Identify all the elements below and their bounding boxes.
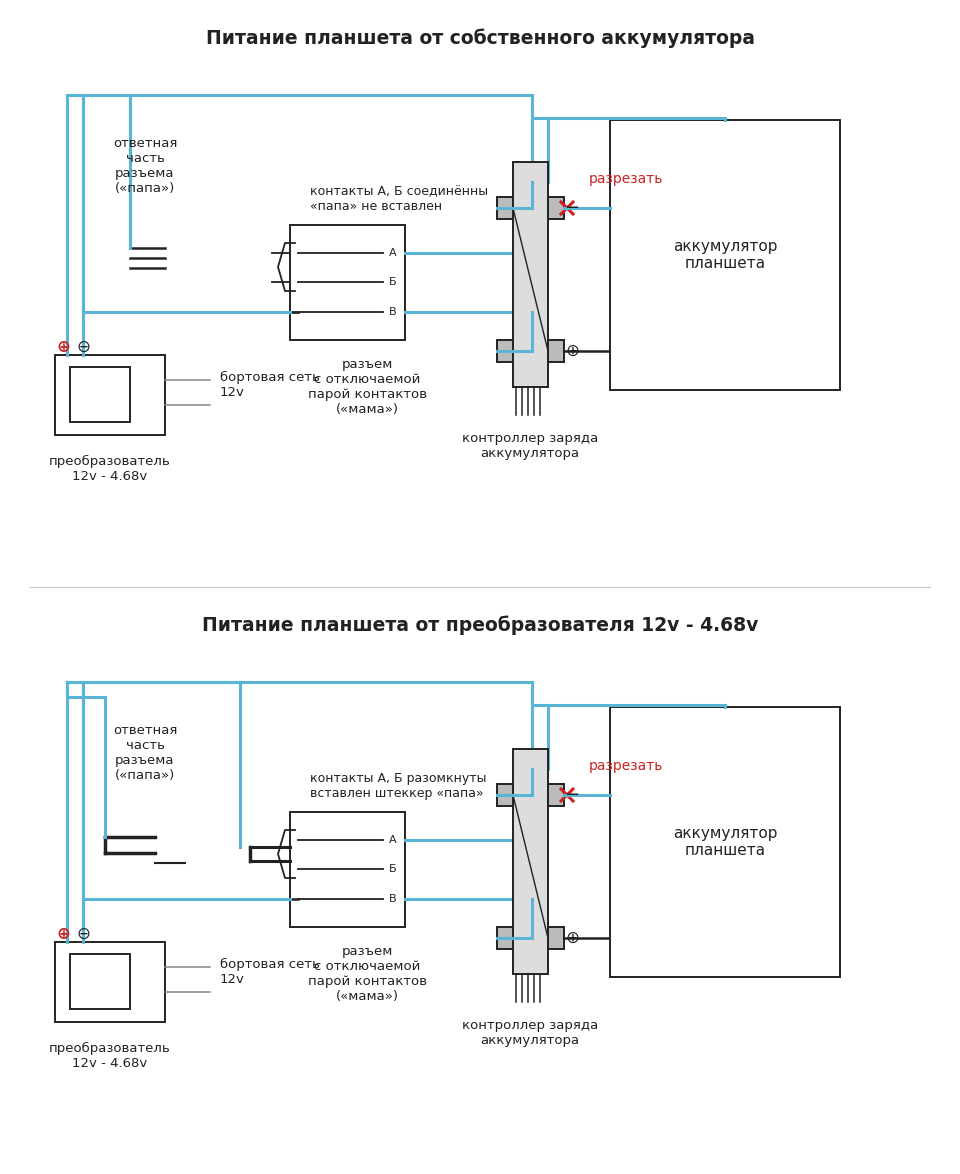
Bar: [548, 784, 564, 807]
Text: разрезать: разрезать: [589, 760, 663, 772]
Bar: [497, 197, 513, 220]
Text: А: А: [389, 835, 396, 845]
Text: −: −: [564, 200, 580, 217]
Bar: [513, 749, 548, 974]
Bar: [55, 355, 165, 436]
Text: Б: Б: [389, 864, 396, 873]
Bar: [55, 942, 165, 1023]
Bar: [610, 707, 840, 977]
Bar: [70, 954, 130, 1008]
Text: ⊕: ⊕: [565, 929, 579, 947]
Text: преобразователь
12v - 4.68v: преобразователь 12v - 4.68v: [49, 1043, 171, 1070]
Text: разъем
с отключаемой
парой контактов
(«мама»): разъем с отключаемой парой контактов («м…: [307, 945, 426, 1003]
Text: бортовая сеть
12v: бортовая сеть 12v: [220, 958, 320, 986]
Text: −: −: [564, 787, 580, 804]
Text: ответная
часть
разъема
(«папа»): ответная часть разъема («папа»): [113, 137, 178, 195]
Text: контроллер заряда
аккумулятора: контроллер заряда аккумулятора: [462, 1019, 598, 1047]
Bar: [548, 340, 564, 362]
Text: аккумулятор
планшета: аккумулятор планшета: [673, 238, 778, 271]
Bar: [290, 812, 405, 927]
Text: разрезать: разрезать: [589, 173, 663, 185]
Bar: [513, 162, 548, 387]
Bar: [610, 120, 840, 390]
Text: разъем
с отключаемой
парой контактов
(«мама»): разъем с отключаемой парой контактов («м…: [307, 358, 426, 416]
Text: ⊕: ⊕: [56, 338, 70, 356]
Text: аккумулятор
планшета: аккумулятор планшета: [673, 825, 778, 858]
Text: преобразователь
12v - 4.68v: преобразователь 12v - 4.68v: [49, 456, 171, 483]
Text: ⊕: ⊕: [565, 342, 579, 360]
Text: ⊖: ⊖: [76, 338, 90, 356]
Text: ответная
часть
разъема
(«папа»): ответная часть разъема («папа»): [113, 724, 178, 782]
Text: ⊕: ⊕: [56, 925, 70, 943]
Bar: [548, 197, 564, 220]
Text: Б: Б: [389, 277, 396, 286]
Text: ⊖: ⊖: [76, 925, 90, 943]
Bar: [548, 927, 564, 949]
Text: контакты А, Б соединённы
«папа» не вставлен: контакты А, Б соединённы «папа» не встав…: [310, 185, 488, 212]
Text: бортовая сеть
12v: бортовая сеть 12v: [220, 371, 320, 399]
Text: контроллер заряда
аккумулятора: контроллер заряда аккумулятора: [462, 432, 598, 460]
Text: Питание планшета от собственного аккумулятора: Питание планшета от собственного аккумул…: [205, 28, 755, 48]
Bar: [497, 340, 513, 362]
Text: А: А: [389, 248, 396, 258]
Bar: [70, 367, 130, 421]
Text: Питание планшета от преобразователя 12v - 4.68v: Питание планшета от преобразователя 12v …: [202, 615, 758, 635]
Text: В: В: [389, 893, 396, 904]
Bar: [290, 225, 405, 340]
Text: контакты А, Б разомкнуты
вставлен штеккер «папа»: контакты А, Б разомкнуты вставлен штекке…: [310, 772, 487, 799]
Text: В: В: [389, 306, 396, 317]
Bar: [497, 784, 513, 807]
Bar: [497, 927, 513, 949]
